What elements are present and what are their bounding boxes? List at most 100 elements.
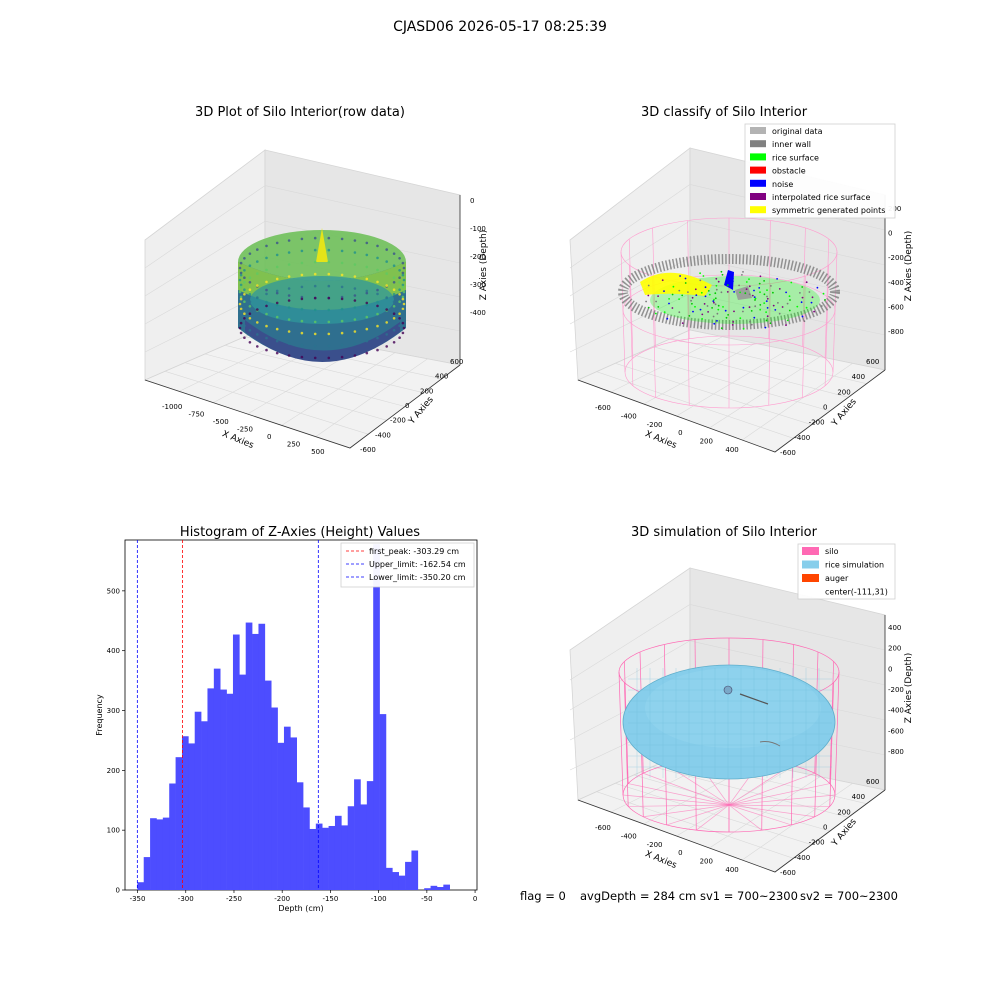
cls-y-tick: -400 xyxy=(794,434,810,442)
raw-x-tick: -1000 xyxy=(162,403,182,411)
histogram-bar xyxy=(283,726,291,890)
histogram-y-ticks: 0 100 200 300 400 500 xyxy=(107,587,125,895)
legend-swatch xyxy=(750,193,766,200)
sim-y-tick: 600 xyxy=(866,778,879,786)
classify-x-axis-label: X Axies xyxy=(643,429,678,451)
sim-z-tick: -600 xyxy=(888,727,904,735)
simulation-rice-surface xyxy=(622,664,836,780)
auger-icon xyxy=(739,693,769,705)
histogram-y-tick-label: 300 xyxy=(107,707,120,715)
raw-y-tick: 400 xyxy=(435,373,448,381)
raw-x-tick: -750 xyxy=(188,410,204,418)
raw-plot-title: 3D Plot of Silo Interior(row data) xyxy=(195,105,405,120)
raw-x-tick: -500 xyxy=(213,418,229,426)
raw-z-axis-label: Z Axies (Depth) xyxy=(479,230,489,301)
simulation-x-axis-label: X Axies xyxy=(643,849,678,871)
raw-y-tick: -200 xyxy=(390,417,406,425)
cls-y-tick: 600 xyxy=(866,358,879,366)
raw-y-tick: -400 xyxy=(375,431,391,439)
histogram-bar xyxy=(373,544,380,890)
histogram-bar xyxy=(213,668,221,890)
histogram-y-axis-label: Frequency xyxy=(95,694,104,736)
histogram-bar xyxy=(201,721,208,890)
legend-entry: inner wall xyxy=(772,140,811,149)
legend-entry: obstacle xyxy=(772,167,806,176)
legend-entry: rice surface xyxy=(772,153,819,162)
histogram-y-tick-label: 0 xyxy=(116,887,120,895)
cls-y-tick: 0 xyxy=(823,404,827,412)
raw-y-tick: 200 xyxy=(420,387,433,395)
sim-y-tick: 400 xyxy=(852,793,865,801)
classify-point-cloud xyxy=(618,254,840,330)
histogram-bar xyxy=(322,827,329,890)
raw-x-tick: 250 xyxy=(287,441,300,449)
histogram-bar xyxy=(239,674,247,890)
legend-swatch xyxy=(802,547,819,555)
histogram-bar xyxy=(290,737,297,890)
center-marker-icon xyxy=(723,685,733,695)
classify-legend: original data inner wall rice surface obsta… xyxy=(744,123,896,219)
legend-entry: first_peak: -303.29 cm xyxy=(369,547,459,556)
classify-inner-wall xyxy=(618,254,840,330)
figure-suptitle: CJASD06 2026-05-17 08:25:39 xyxy=(393,19,607,35)
histogram-y-tick-label: 500 xyxy=(107,587,120,595)
classify-z-axis-label: Z Axies (Depth) xyxy=(904,231,914,302)
rice-surface-ridge xyxy=(759,741,781,747)
histogram-bar xyxy=(334,815,342,890)
histogram-bar xyxy=(360,804,368,890)
sim-z-tick: -400 xyxy=(888,707,904,715)
histogram-bar xyxy=(207,688,215,890)
histogram-x-tick-label: -350 xyxy=(130,895,146,903)
sim-z-tick: -200 xyxy=(888,686,904,694)
simulation-z-axis-label: Z Axies (Depth) xyxy=(904,653,914,724)
histogram-bar xyxy=(328,825,336,890)
raw-data-plot: 3D Plot of Silo Interior(row data) -1000… xyxy=(143,105,489,456)
cls-x-tick: -600 xyxy=(595,404,611,412)
sim-z-tick: 400 xyxy=(888,624,901,632)
legend-swatch xyxy=(750,206,766,214)
histogram-x-tick-label: 0 xyxy=(473,895,477,903)
legend-entry: silo xyxy=(825,547,839,556)
simulation-plot: 3D simulation of Silo Interior -600-400-… xyxy=(569,525,914,877)
classify-noise-blob xyxy=(724,270,734,290)
raw-z-tick-labels: 0 -100 -200 -300 -400 xyxy=(470,197,486,317)
raw-x-tick: 0 xyxy=(267,433,271,441)
raw-x-tick: -250 xyxy=(237,426,253,434)
classify-plot-title: 3D classify of Silo Interior xyxy=(641,105,808,120)
cls-x-tick: -200 xyxy=(647,421,663,429)
cls-z-tick: -800 xyxy=(888,328,904,336)
classify-plot: 3D classify of Silo Interior -600 -400 -20… xyxy=(569,105,914,457)
legend-entry: interpolated rice surface xyxy=(772,193,870,202)
sim-x-tick: -600 xyxy=(595,824,611,832)
histogram-x-ticks: -350 -300 -250 -200 -150 -100 -50 0 xyxy=(130,890,477,903)
legend-entry: auger xyxy=(825,574,849,583)
sim-x-tick: 0 xyxy=(678,849,682,857)
cls-z-tick: -400 xyxy=(888,279,904,287)
status-sv2: sv2 = 700~2300 xyxy=(800,889,898,903)
legend-swatch xyxy=(802,574,819,582)
histogram-bar xyxy=(258,623,266,890)
histogram-bar xyxy=(156,819,164,890)
histogram-bar xyxy=(366,781,374,890)
histogram-bar xyxy=(220,689,227,890)
status-sv1: sv1 = 700~2300 xyxy=(700,889,798,903)
raw-z-tick: 0 xyxy=(470,197,474,205)
raw-point-cloud xyxy=(238,228,406,362)
histogram-bar xyxy=(354,779,361,890)
histogram-bar xyxy=(169,783,176,890)
legend-entry: Lower_limit: -350.20 cm xyxy=(369,573,466,582)
legend-entry: noise xyxy=(772,180,793,189)
sim-y-tick: -200 xyxy=(809,839,825,847)
sim-y-tick: -400 xyxy=(794,854,810,862)
histogram-x-tick-label: -250 xyxy=(226,895,242,903)
cls-x-tick: 200 xyxy=(700,438,713,446)
raw-y-tick: 600 xyxy=(450,358,463,366)
histogram-bar xyxy=(232,634,240,890)
sim-x-tick: -200 xyxy=(647,841,663,849)
cls-z-tick: -600 xyxy=(888,303,904,311)
raw-z-tick: -300 xyxy=(470,281,486,289)
classify-x-tick-labels: -600 -400 -200 0 200 400 xyxy=(595,404,739,454)
cls-y-tick: -200 xyxy=(809,419,825,427)
